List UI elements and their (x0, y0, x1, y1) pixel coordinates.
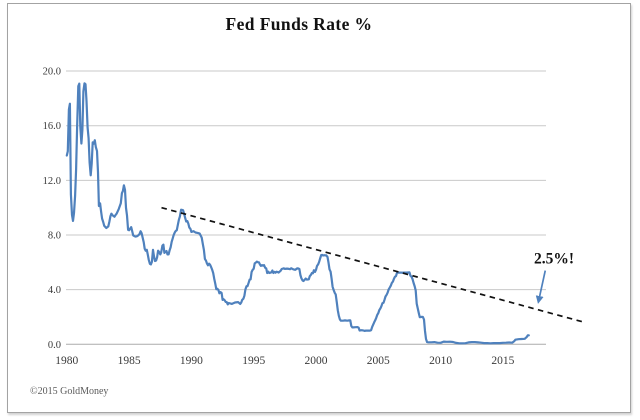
y-tick-label: 16.0 (43, 121, 61, 132)
y-tick-label: 0.0 (48, 340, 61, 351)
x-tick-label: 1995 (242, 355, 265, 367)
annotation-label: 2.5%! (534, 251, 574, 268)
x-tick-label: 2005 (367, 355, 390, 367)
x-tick-label: 2000 (305, 355, 328, 367)
x-tick-label: 1985 (118, 355, 141, 367)
rate-line-series (65, 82, 530, 345)
copyright-watermark: ©2015 GoldMoney (30, 386, 108, 397)
chart-title: Fed Funds Rate % (226, 14, 373, 34)
fed-funds-rate-line (65, 82, 530, 345)
trendline-dashed (161, 206, 585, 323)
gridlines (66, 70, 546, 345)
annotation-arrow-icon (535, 270, 547, 304)
x-tick-label: 1990 (180, 355, 203, 367)
y-tick-label: 8.0 (48, 230, 61, 241)
y-tick-label: 20.0 (43, 67, 61, 78)
x-axis-labels: 1980 1985 1990 1995 2000 2005 2010 2015 (55, 355, 514, 367)
x-tick-label: 2015 (491, 355, 514, 367)
x-tick-label: 1980 (55, 355, 78, 367)
x-tick-label: 2010 (429, 355, 452, 367)
y-tick-label: 4.0 (48, 285, 61, 296)
y-tick-label: 12.0 (43, 176, 61, 187)
declining-trendline (161, 206, 585, 323)
y-axis-labels: 20.0 16.0 12.0 8.0 4.0 0.0 (43, 67, 61, 351)
